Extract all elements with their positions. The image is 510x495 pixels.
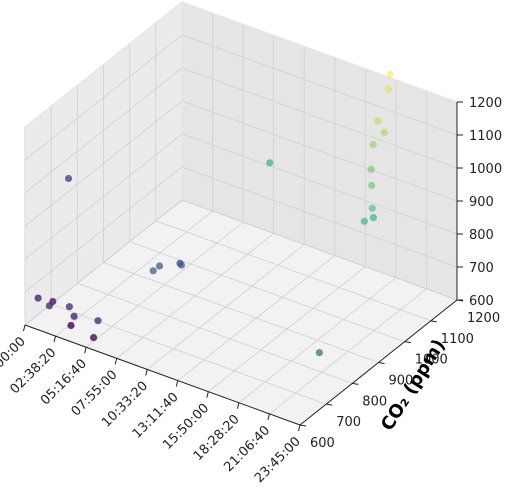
data-points: [34, 70, 394, 357]
z-tick-label: 700: [469, 261, 494, 276]
data-point: [70, 312, 78, 320]
z-tick-label: 600: [469, 294, 494, 309]
data-point: [386, 70, 394, 79]
y-tick-label: 900: [389, 374, 414, 389]
y-tick-label: 600: [310, 436, 335, 451]
y-tick-label: 1200: [467, 311, 500, 326]
axis-panes: [25, 2, 457, 425]
z-tick-label: 800: [469, 228, 494, 243]
data-point: [64, 174, 73, 183]
data-point: [94, 317, 102, 325]
x-tick: [267, 413, 270, 421]
y-tick-label: 800: [362, 394, 387, 409]
y-tick-label: 1000: [415, 353, 448, 368]
y-tick: [378, 362, 385, 364]
x-tick: [23, 324, 26, 332]
data-point: [65, 303, 73, 311]
y-tick: [430, 320, 437, 323]
data-point: [67, 321, 75, 330]
data-point: [155, 262, 164, 270]
x-tick: [236, 402, 240, 409]
x-tick: [175, 380, 179, 387]
y-tick-label: 700: [336, 415, 361, 430]
z-tick-label: 1200: [469, 96, 502, 111]
y-tick: [352, 382, 359, 385]
data-point: [369, 214, 377, 222]
data-point: [34, 294, 42, 302]
data-point: [374, 117, 382, 125]
x-tick: [298, 424, 301, 432]
data-point: [90, 334, 98, 342]
data-point: [368, 181, 376, 190]
x-tick: [84, 347, 87, 354]
y-tick: [404, 341, 411, 344]
data-point: [369, 140, 377, 149]
data-point: [384, 85, 392, 93]
data-point: [49, 297, 57, 306]
data-point: [176, 259, 184, 267]
y-tick: [326, 403, 333, 406]
x-axis-line: [24, 324, 301, 426]
data-point: [266, 159, 274, 167]
data-point: [360, 217, 368, 225]
x-tick: [53, 335, 57, 343]
y-tick-label: 1100: [441, 332, 474, 347]
x-tick: [206, 391, 209, 398]
data-point: [315, 349, 323, 357]
data-point: [149, 267, 157, 275]
y-tick: [299, 424, 307, 427]
z-tick-label: 1100: [469, 129, 502, 144]
x-tick: [114, 358, 118, 365]
data-point: [368, 204, 376, 212]
z-tick-label: 900: [469, 195, 494, 210]
data-point: [367, 165, 375, 173]
z-tick-label: 1000: [469, 162, 502, 177]
data-point: [380, 129, 388, 137]
x-tick: [145, 369, 148, 376]
